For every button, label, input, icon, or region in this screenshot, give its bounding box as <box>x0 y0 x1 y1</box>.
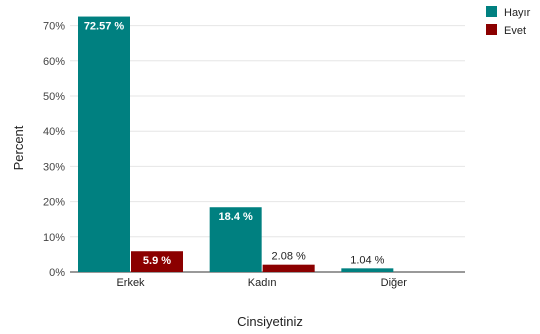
data-label: 18.4 % <box>219 211 253 223</box>
y-tick-label: 40% <box>43 126 65 138</box>
gridlines <box>70 25 465 273</box>
x-tick-label: Erkek <box>116 277 145 289</box>
legend: Hayır Evet <box>486 6 531 37</box>
legend-label-evet: Evet <box>504 25 526 37</box>
bar <box>78 16 130 272</box>
legend-label-hayir: Hayır <box>504 7 531 19</box>
bar <box>262 264 315 272</box>
y-tick-label: 0% <box>49 267 65 279</box>
y-tick-label: 70% <box>43 21 65 33</box>
x-tick-label: Diğer <box>381 277 408 289</box>
data-labels: 72.57 % 5.9 % 18.4 % 2.08 % 1.04 % <box>84 21 385 268</box>
x-axis-title: Cinsiyetiniz <box>237 314 303 329</box>
y-axis-title: Percent <box>11 125 26 170</box>
data-label: 2.08 % <box>272 251 306 263</box>
bar <box>341 268 394 272</box>
bars <box>78 16 394 272</box>
legend-swatch-hayir <box>486 6 497 17</box>
y-tick-label: 20% <box>43 197 65 209</box>
bar <box>131 251 183 272</box>
data-label: 72.57 % <box>84 21 125 33</box>
y-tick-label: 50% <box>43 91 65 103</box>
x-axis-ticks: Erkek Kadın Diğer <box>116 277 407 289</box>
data-label: 1.04 % <box>350 254 384 266</box>
y-tick-label: 10% <box>43 232 65 244</box>
y-tick-label: 30% <box>43 161 65 173</box>
legend-swatch-evet <box>486 24 497 35</box>
y-axis-ticks: 0% 10% 20% 30% 40% 50% 60% 70% <box>43 21 65 279</box>
y-tick-label: 60% <box>43 56 65 68</box>
bar <box>209 207 262 272</box>
x-tick-label: Kadın <box>248 277 277 289</box>
data-label: 5.9 % <box>143 255 171 267</box>
